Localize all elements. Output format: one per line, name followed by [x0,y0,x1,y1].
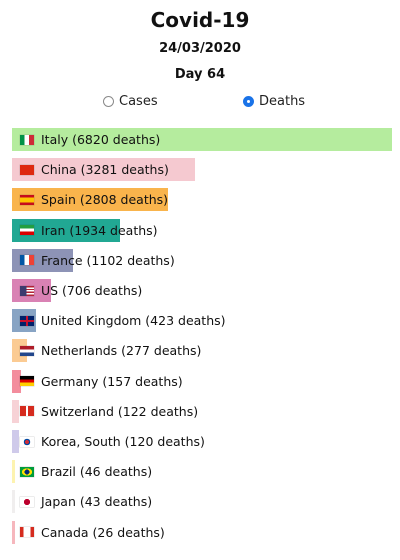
bar-label: Korea, South (120 deaths) [20,430,205,453]
bar [12,158,195,182]
brazil-flag-icon [20,466,34,477]
cases-radio-label: Cases [119,94,158,109]
bar-label: Canada (26 deaths) [20,521,165,544]
bar-label: Netherlands (277 deaths) [20,339,201,362]
chart-title: Covid-19 [150,8,250,32]
bar-row: Netherlands (277 deaths) [12,339,392,363]
bar-label: United Kingdom (423 deaths) [20,309,226,332]
bar-label-text: Iran (1934 deaths) [41,222,158,238]
bar-label: Iran (1934 deaths) [20,219,158,242]
bar-label-text: Spain (2808 deaths) [41,192,169,208]
bar-label-text: United Kingdom (423 deaths) [41,313,226,329]
bar [12,188,169,212]
date-label: 24/03/2020 [159,41,241,56]
bar-label-text: Germany (157 deaths) [41,373,183,389]
italy-flag-icon [20,134,34,145]
bar-label: Italy (6820 deaths) [20,128,160,151]
bar-label: US (706 deaths) [20,279,142,302]
day-counter: Day 64 [174,67,226,82]
bar [12,490,15,514]
bar-label-text: Italy (6820 deaths) [41,132,161,147]
bar-row: Spain (2808 deaths) [12,188,392,212]
bar-label-text: China (3281 deaths) [41,162,169,178]
bar-row: Canada (26 deaths) [12,520,392,544]
bar [12,128,392,151]
bar-label: Japan (43 deaths) [20,490,152,513]
uk-flag-icon [20,315,34,326]
bar [12,369,21,393]
bar [12,248,74,272]
bar-row: Italy (6820 deaths) [12,128,392,151]
germany-flag-icon [20,376,34,387]
cases-radio-option[interactable]: Cases [103,94,158,109]
deaths-radio-button[interactable] [243,96,254,107]
bar-row: China (3281 deaths) [12,158,392,182]
cases-radio-button[interactable] [103,96,114,107]
bar-row: Korea, South (120 deaths) [12,430,392,453]
iran-flag-icon [20,225,34,236]
bar-row: Japan (43 deaths) [12,490,392,514]
metric-toggle: Cases Deaths [0,92,400,116]
south-korea-flag-icon [20,436,34,447]
bar-row: Switzerland (122 deaths) [12,399,392,423]
bar-label-text: Switzerland (122 deaths) [41,403,199,419]
bar-label-text: Netherlands (277 deaths) [41,343,202,359]
bar [12,399,19,423]
bar-label-text: Japan (43 deaths) [41,494,153,510]
bar-label: China (3281 deaths) [20,158,169,181]
bar [12,430,19,453]
bar-row: United Kingdom (423 deaths) [12,309,392,333]
bar [12,339,28,363]
japan-flag-icon [20,496,34,507]
us-flag-icon [20,285,34,296]
netherlands-flag-icon [20,345,34,356]
canada-flag-icon [20,527,34,538]
bar-row: France (1102 deaths) [12,248,392,272]
bar-label-text: Brazil (46 deaths) [41,464,153,480]
bar-label: France (1102 deaths) [20,249,175,272]
bar-label: Germany (157 deaths) [20,370,183,393]
deaths-radio-option[interactable]: Deaths [243,94,305,109]
bar-label-text: Korea, South (120 deaths) [41,434,205,449]
bar-label: Brazil (46 deaths) [20,460,152,483]
bar-row: US (706 deaths) [12,279,392,302]
bar-label: Switzerland (122 deaths) [20,400,198,423]
bar-label-text: US (706 deaths) [41,283,143,298]
bar-row: Brazil (46 deaths) [12,460,392,484]
bar [12,520,15,544]
deaths-radio-label: Deaths [259,94,306,109]
bar-label-text: Canada (26 deaths) [41,524,165,540]
bar-row: Iran (1934 deaths) [12,218,392,242]
bar [12,460,15,484]
switzerland-flag-icon [20,406,34,417]
bar-row: Germany (157 deaths) [12,369,392,393]
china-flag-icon [20,164,34,175]
bar-label: Spain (2808 deaths) [20,188,168,211]
spain-flag-icon [20,194,34,205]
france-flag-icon [20,255,34,266]
bar-label-text: France (1102 deaths) [41,252,175,268]
bar [12,218,120,242]
